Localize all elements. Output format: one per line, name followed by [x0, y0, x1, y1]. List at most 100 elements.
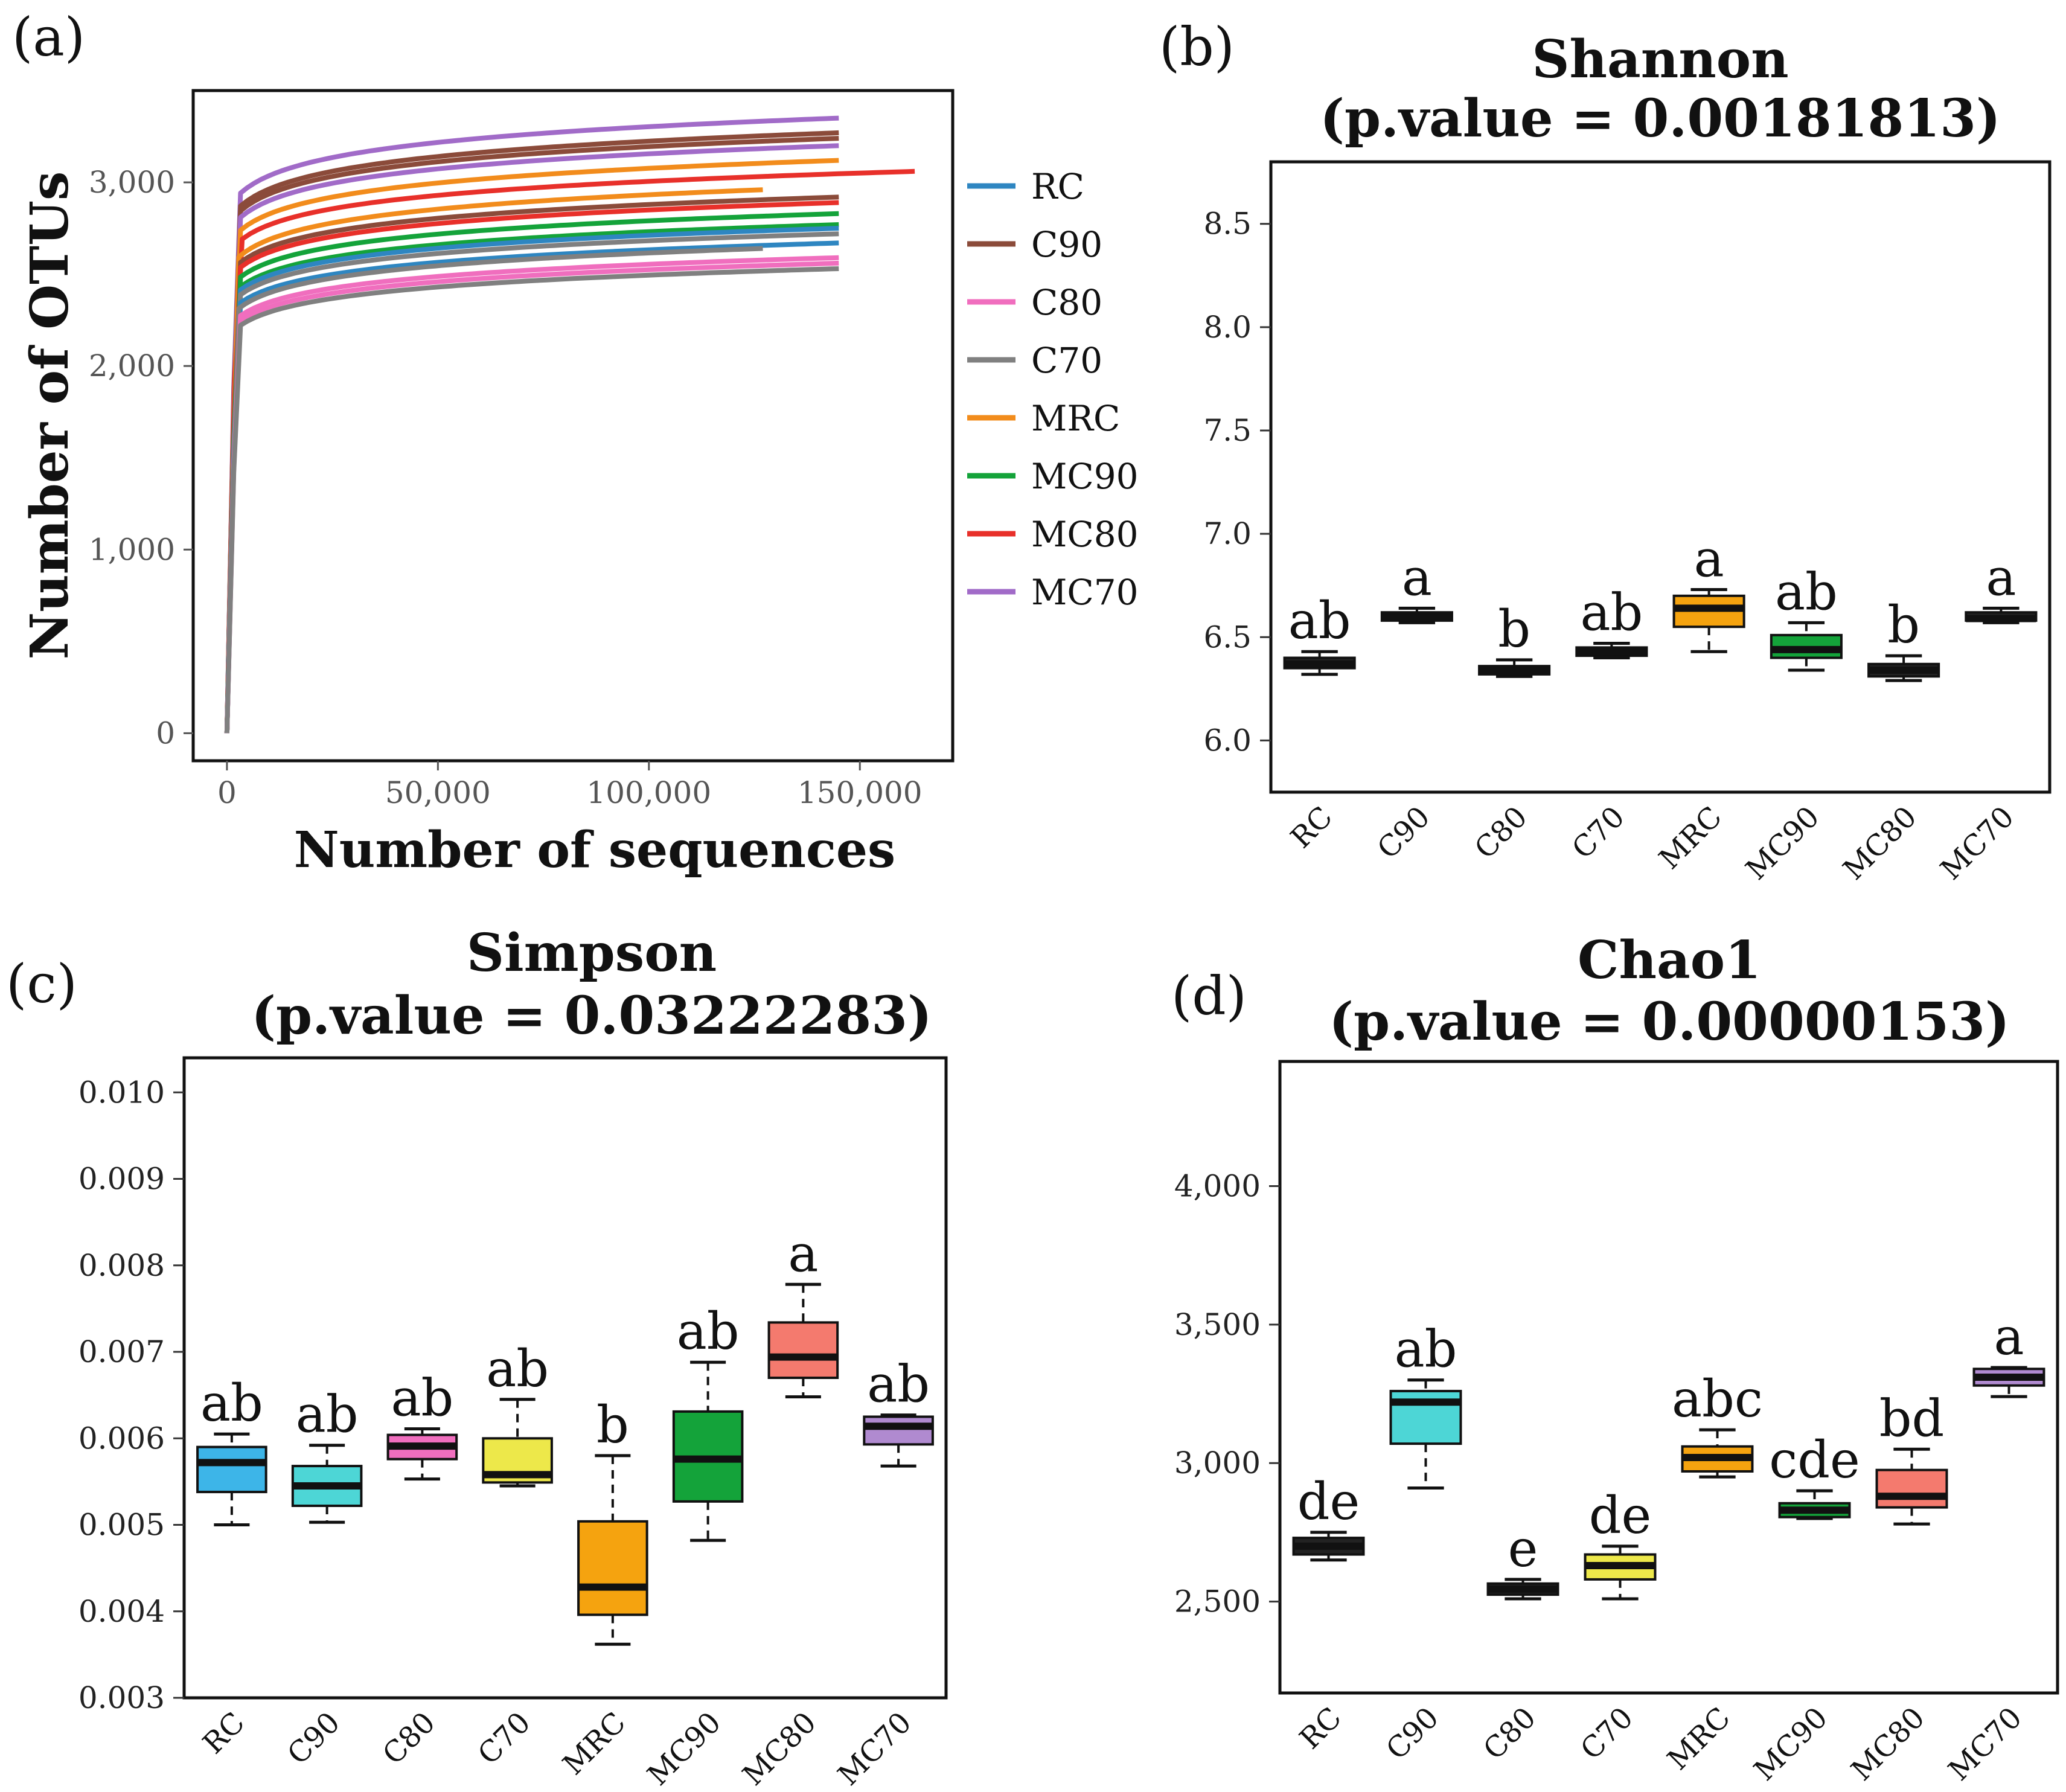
x-category-label-mc80: MC80	[1844, 1701, 1931, 1788]
x-category-label-mc70: MC70	[1934, 800, 2021, 887]
x-category-label-c80: C80	[1468, 800, 1534, 866]
rarefaction-curve-rc	[224, 240, 839, 734]
y-tick-label: 0.004	[78, 1594, 165, 1629]
x-tick-label: 50,000	[385, 775, 491, 810]
legend-label-c90: C90	[1031, 224, 1102, 265]
x-category-label-rc: RC	[1284, 800, 1339, 855]
x-category-label-c80: C80	[1477, 1701, 1543, 1767]
panel-a-y-axis-label: Number of OTUs	[19, 171, 80, 660]
x-category-label-mc70: MC70	[1942, 1701, 2029, 1788]
box-mc70	[863, 1415, 934, 1446]
rarefaction-curve-c80	[224, 260, 839, 734]
rarefaction-curve-c90	[224, 130, 839, 734]
rarefaction-curve-rc	[224, 226, 839, 734]
y-tick-label: 0.007	[78, 1334, 165, 1369]
panel-b: (b) Shannon (p.value = 0.00181813) 6.0 6.…	[1159, 16, 2052, 887]
significance-letter-c70: de	[1589, 1486, 1651, 1545]
significance-letter-mc90: ab	[1775, 562, 1838, 621]
y-tick-label: 0.009	[78, 1162, 165, 1197]
significance-letter-c80: b	[1498, 600, 1530, 659]
significance-letter-c90: ab	[296, 1385, 359, 1444]
panel-a-axis-ticks: 0 50,000 100,000 150,000 0 1,000 2,000 3,000	[89, 165, 923, 810]
panel-c-title: Simpson	[467, 923, 717, 984]
y-tick-label: 0.003	[78, 1680, 165, 1715]
y-tick-label: 0	[156, 715, 175, 750]
y-tick-label: 0.010	[78, 1075, 165, 1110]
panel-a-series-lines	[224, 115, 915, 734]
panel-c-label: (c)	[6, 953, 77, 1015]
panel-c-subtitle: (p.value = 0.03222283)	[251, 985, 932, 1046]
significance-letter-mrc: abc	[1672, 1369, 1763, 1429]
legend-label-mrc: MRC	[1031, 398, 1120, 439]
y-tick-label: 2,000	[89, 348, 175, 383]
panel-b-subtitle: (p.value = 0.00181813)	[1320, 88, 2001, 149]
significance-letter-mc80: bd	[1879, 1389, 1945, 1448]
legend-label-mc90: MC90	[1031, 456, 1139, 497]
x-category-label-mc70: MC70	[831, 1706, 918, 1792]
significance-letter-c80: e	[1508, 1519, 1538, 1578]
legend-label-c70: C70	[1031, 340, 1102, 381]
x-category-label-mc90: MC90	[641, 1706, 728, 1792]
significance-letter-c70: ab	[1580, 583, 1643, 642]
significance-letter-mrc: b	[596, 1395, 629, 1454]
panel-a-x-axis-label: Number of sequences	[294, 821, 895, 879]
panel-b-label: (b)	[1159, 16, 1235, 78]
panel-a: (a) 0 50,000 100,000 150,000 0 1,000 2,000 3,00…	[12, 6, 1139, 879]
panel-d-label: (d)	[1171, 965, 1247, 1027]
legend-label-mc70: MC70	[1031, 572, 1139, 613]
significance-letter-mc90: ab	[677, 1302, 740, 1361]
panel-c-plot-frame	[182, 1056, 948, 1700]
x-category-label-c70: C70	[472, 1706, 537, 1771]
rarefaction-curve-mc70	[224, 143, 839, 734]
box-mrc	[577, 1520, 648, 1616]
significance-letter-rc: de	[1297, 1472, 1360, 1531]
significance-letter-rc: ab	[200, 1374, 263, 1433]
panel-d-title: Chao1	[1578, 930, 1761, 991]
significance-letter-mc90: cde	[1769, 1430, 1860, 1490]
x-category-label-mrc: MRC	[1652, 800, 1729, 876]
rarefaction-curve-mc80	[224, 168, 915, 734]
y-tick-label: 3,000	[89, 165, 175, 200]
panel-d-subtitle: (p.value = 0.00000153)	[1329, 991, 2010, 1052]
box-rc	[196, 1445, 267, 1494]
x-category-label-mc90: MC90	[1747, 1701, 1834, 1788]
significance-letter-mc70: ab	[867, 1355, 930, 1414]
y-tick-label: 0.008	[78, 1248, 165, 1283]
x-category-label-c70: C70	[1574, 1701, 1640, 1767]
significance-letter-mc70: a	[1986, 548, 2016, 607]
y-tick-label: 0.005	[78, 1508, 165, 1543]
significance-letter-c80: ab	[391, 1369, 453, 1428]
x-category-label-mc80: MC80	[1837, 800, 1924, 887]
x-tick-label: 100,000	[586, 775, 711, 810]
rarefaction-curve-c80	[224, 255, 839, 734]
panel-d: (d) Chao1 (p.value = 0.00000153) 2,500 3,…	[1171, 930, 2059, 1788]
rarefaction-curve-c70	[224, 246, 763, 734]
y-tick-label: 6.0	[1203, 723, 1252, 758]
rarefaction-curve-c70	[224, 266, 839, 734]
x-category-label-c90: C90	[1371, 800, 1437, 866]
panel-a-legend: RC C90 C80 C70 MRC MC90 MC80 MC70	[967, 166, 1139, 613]
panel-c-boxes: 0.003 0.004 0.005 0.006 0.007 0.008 0.009 0.010…	[78, 1075, 934, 1792]
panel-d-boxes: 2,500 3,000 3,500 4,000 de RC ab C90 e C80 de C70 ab…	[1174, 1168, 2045, 1788]
rarefaction-curve-mc90	[224, 211, 839, 734]
rarefaction-curve-mc80	[224, 200, 839, 734]
y-tick-label: 7.0	[1203, 516, 1252, 551]
y-tick-label: 1,000	[89, 532, 175, 567]
x-category-label-mrc: MRC	[1661, 1701, 1737, 1777]
x-category-label-mrc: MRC	[556, 1706, 632, 1782]
rarefaction-curve-mc70	[224, 115, 839, 734]
x-category-label-rc: RC	[196, 1706, 251, 1761]
x-category-label-c70: C70	[1565, 800, 1631, 866]
y-tick-label: 3,000	[1174, 1445, 1261, 1480]
x-tick-label: 150,000	[798, 775, 923, 810]
panel-b-title: Shannon	[1532, 29, 1788, 90]
significance-letter-mc80: a	[788, 1224, 818, 1283]
significance-letter-c90: ab	[1395, 1320, 1457, 1379]
rarefaction-curve-c90	[224, 194, 839, 734]
rarefaction-curve-mrc	[224, 158, 839, 734]
panel-b-boxes: 6.06.57.07.58.08.5abRCaC90bC80abC70aMRCa…	[1203, 206, 2038, 887]
panel-d-plot-frame	[1278, 1060, 2059, 1695]
x-category-label-mc80: MC80	[736, 1706, 823, 1792]
y-tick-label: 7.5	[1203, 413, 1252, 448]
